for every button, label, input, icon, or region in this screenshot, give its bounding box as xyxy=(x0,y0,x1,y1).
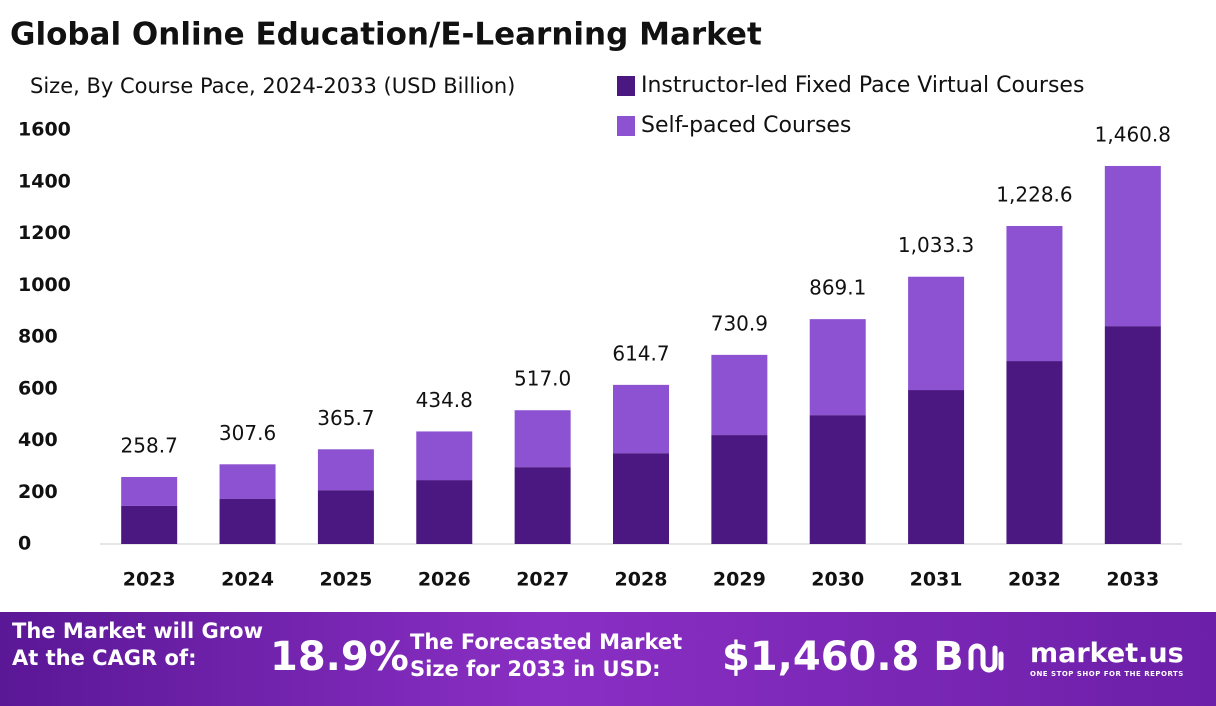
bar-segment xyxy=(613,384,669,454)
total-label: 258.7 xyxy=(121,434,178,458)
x-tick-label: 2031 xyxy=(910,569,963,591)
y-tick-label: 1000 xyxy=(18,274,71,296)
logo-tagline: ONE STOP SHOP FOR THE REPORTS xyxy=(1030,670,1184,678)
total-label: 517.0 xyxy=(514,367,571,391)
bar-segment xyxy=(219,498,276,544)
forecast-label: The Forecasted Market Size for 2033 in U… xyxy=(410,629,682,683)
bar-segment xyxy=(1006,361,1063,544)
y-tick-label: 600 xyxy=(18,377,58,399)
x-tick-label: 2025 xyxy=(319,569,372,591)
forecast-label-line: Size for 2033 in USD: xyxy=(410,657,661,681)
total-label: 365.7 xyxy=(317,406,374,430)
bar-segment xyxy=(121,476,178,506)
bar-segment xyxy=(219,464,276,499)
chart-title: Global Online Education/E-Learning Marke… xyxy=(10,17,762,53)
chart-subtitle: Size, By Course Pace, 2024-2033 (USD Bil… xyxy=(30,74,515,98)
x-tick-label: 2033 xyxy=(1106,569,1159,591)
x-tick-label: 2029 xyxy=(713,569,766,591)
legend-swatch xyxy=(617,116,635,136)
total-label: 1,033.3 xyxy=(898,233,974,257)
bar-segment xyxy=(1006,225,1063,362)
logo: market.us xyxy=(1030,638,1184,669)
y-tick-label: 1600 xyxy=(18,119,71,141)
bar-segment xyxy=(317,449,374,491)
y-tick-label: 0 xyxy=(18,533,31,555)
total-label: 730.9 xyxy=(711,311,768,335)
cagr-label-line: At the CAGR of: xyxy=(12,646,197,670)
x-tick-label: 2032 xyxy=(1008,569,1061,591)
legend-label: Self-paced Courses xyxy=(641,113,851,138)
chart: Global Online Education/E-Learning Marke… xyxy=(10,17,1182,591)
y-tick-label: 400 xyxy=(18,429,58,451)
y-tick-label: 800 xyxy=(18,326,58,348)
y-tick-label: 200 xyxy=(18,481,58,503)
cagr-value: 18.9% xyxy=(270,634,409,680)
y-tick-label: 1200 xyxy=(18,222,71,244)
bar-segment xyxy=(1104,165,1161,327)
x-tick-label: 2027 xyxy=(516,569,569,591)
bar-segment xyxy=(121,505,178,544)
forecast-value: $1,460.8 B xyxy=(722,634,964,680)
x-tick-label: 2024 xyxy=(221,569,274,591)
bar-segment xyxy=(514,467,571,544)
bar-segment xyxy=(711,435,768,544)
logo-icon xyxy=(968,643,1004,673)
x-tick-label: 2023 xyxy=(123,569,176,591)
forecast-label-line: The Forecasted Market xyxy=(410,630,683,654)
bar-segment xyxy=(908,276,965,391)
bar-segment xyxy=(514,410,571,468)
bar-segment xyxy=(711,354,768,436)
x-tick-label: 2028 xyxy=(615,569,668,591)
bar-segment xyxy=(317,490,374,544)
legend-label: Instructor-led Fixed Pace Virtual Course… xyxy=(641,73,1084,98)
total-label: 1,460.8 xyxy=(1095,123,1171,147)
bar-segment xyxy=(1104,326,1161,544)
total-label: 1,228.6 xyxy=(996,183,1072,207)
legend-swatch xyxy=(617,76,635,96)
x-tick-label: 2030 xyxy=(811,569,864,591)
bar-segment xyxy=(613,453,669,544)
total-label: 869.1 xyxy=(809,276,866,300)
total-label: 614.7 xyxy=(612,341,669,365)
bar-segment xyxy=(908,390,965,544)
cagr-label: The Market will Grow At the CAGR of: xyxy=(12,618,263,672)
y-tick-label: 1400 xyxy=(18,170,71,192)
bar-segment xyxy=(416,431,473,481)
cagr-label-line: The Market will Grow xyxy=(12,619,263,643)
bar-segment xyxy=(809,415,866,544)
bar-segment xyxy=(809,319,866,416)
bar-segment xyxy=(416,480,473,544)
footer: The Market will Grow At the CAGR of: 18.… xyxy=(0,612,1216,706)
x-tick-label: 2026 xyxy=(418,569,471,591)
total-label: 434.8 xyxy=(416,388,473,412)
total-label: 307.6 xyxy=(219,421,276,445)
